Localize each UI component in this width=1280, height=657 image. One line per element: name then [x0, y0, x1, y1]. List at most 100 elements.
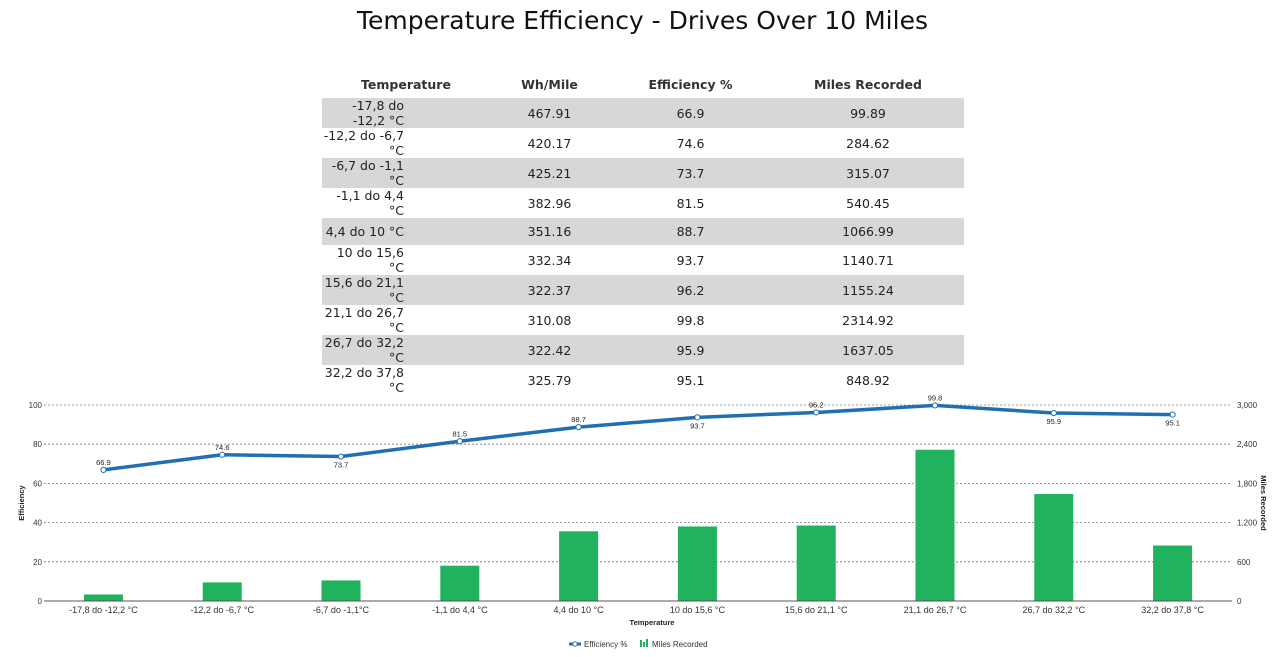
cell-efficiency: 73.7	[609, 158, 772, 188]
cell-wh-mile: 467.91	[490, 98, 609, 128]
cell-wh-mile: 420.17	[527, 135, 572, 151]
cell-miles: 540.45	[846, 195, 890, 211]
x-tick-label: -12,2 do -6,7 °C	[190, 605, 254, 615]
legend-line-marker	[572, 641, 578, 647]
efficiency-point	[100, 466, 107, 473]
cell-miles: 1140.71	[842, 252, 894, 268]
efficiency-data-label: 88.7	[571, 415, 586, 424]
y-tick-label: 0	[38, 597, 43, 606]
column-header-temperature: Temperature	[361, 77, 451, 92]
table-row: 4,4 do 10 °C 351.16 88.7 1066.99	[322, 218, 964, 246]
cell-wh-mile: 325.79	[527, 372, 572, 388]
column-header-efficiency: Efficiency %	[648, 77, 733, 92]
x-tick-label: 21,1 do 26,7 °C	[904, 605, 967, 615]
bar-miles-recorded	[796, 525, 836, 601]
efficiency-data-label: 66.9	[96, 458, 111, 467]
cell-efficiency: 95.9	[609, 335, 772, 366]
table-row: 10 do 15,6 °C 332.34 93.7 1140.71	[322, 245, 964, 275]
cell-temperature: 4,4 do 10 °C	[322, 218, 490, 246]
cell-temperature: -17,8 do -12,2 °C	[322, 98, 490, 128]
cell-efficiency: 74.6	[676, 135, 705, 151]
cell-efficiency: 81.5	[676, 195, 705, 211]
cell-efficiency: 93.7	[676, 252, 705, 268]
table-row: -6,7 do -1,1 °C 425.21 73.7 315.07	[322, 158, 964, 188]
x-tick-label: 32,2 do 37,8 °C	[1141, 605, 1204, 615]
bar-miles-recorded	[915, 449, 955, 601]
y-tick-label: 40	[33, 519, 42, 528]
y-tick-label: 100	[29, 401, 43, 410]
efficiency-table: Temperature Wh/Mile Efficiency % Miles R…	[322, 71, 964, 395]
cell-efficiency: 99.8	[676, 312, 705, 328]
y-tick-label: 60	[33, 479, 42, 488]
cell-miles: 99.89	[772, 98, 964, 128]
cell-wh-mile: 310.08	[527, 312, 572, 328]
x-tick-label: 10 do 15,6 °C	[670, 605, 726, 615]
bar-miles-recorded	[321, 580, 361, 601]
table-row: 26,7 do 32,2 °C 322.42 95.9 1637.05	[322, 335, 964, 366]
efficiency-point	[931, 402, 939, 409]
bar-miles-recorded	[440, 565, 480, 601]
table-row: 21,1 do 26,7 °C 310.08 99.8 2314.92	[322, 305, 964, 335]
legend-bar-swatch	[643, 642, 645, 647]
efficiency-data-label: 95.9	[1046, 417, 1061, 426]
y2-tick-label: 1,200	[1237, 519, 1258, 528]
x-tick-label: -6,7 do -1,1°C	[313, 605, 370, 615]
bar-miles-recorded	[1034, 494, 1074, 601]
table-header-row: Temperature Wh/Mile Efficiency % Miles R…	[322, 71, 964, 98]
y2-tick-label: 2,400	[1237, 440, 1258, 449]
cell-temperature: 32,2 do 37,8 °C	[324, 365, 404, 396]
x-axis-title: Temperature	[630, 618, 675, 627]
cell-temperature: 15,6 do 21,1 °C	[322, 275, 490, 306]
cell-miles: 1066.99	[772, 218, 964, 246]
efficiency-data-label: 96.2	[809, 400, 824, 409]
efficiency-data-label: 81.5	[452, 429, 467, 438]
cell-efficiency: 96.2	[609, 275, 772, 306]
legend-bar-swatch	[646, 639, 648, 647]
cell-efficiency: 88.7	[609, 218, 772, 246]
table-row: 32,2 do 37,8 °C 325.79 95.1 848.92	[322, 365, 964, 395]
cell-temperature: 26,7 do 32,2 °C	[322, 335, 490, 366]
legend-bar-swatch	[640, 640, 642, 647]
cell-wh-mile: 322.37	[490, 275, 609, 306]
cell-temperature: 21,1 do 26,7 °C	[324, 305, 404, 336]
x-tick-label: 26,7 do 32,2 °C	[1022, 605, 1085, 615]
x-tick-label: -17,8 do -12,2 °C	[69, 605, 138, 615]
bar-miles-recorded	[1153, 545, 1193, 601]
y-axis-title: Efficiency	[17, 484, 26, 520]
cell-wh-mile: 351.16	[490, 218, 609, 246]
y2-tick-label: 0	[1237, 597, 1242, 606]
cell-temperature: 10 do 15,6 °C	[336, 245, 404, 276]
cell-efficiency: 66.9	[609, 98, 772, 128]
efficiency-data-label: 73.7	[334, 461, 349, 470]
cell-efficiency: 95.1	[676, 372, 705, 388]
legend-label-efficiency: Efficiency %	[584, 640, 627, 649]
y2-tick-label: 3,000	[1237, 401, 1258, 410]
column-header-wh-mile: Wh/Mile	[521, 77, 578, 92]
table-row: -12,2 do -6,7 °C 420.17 74.6 284.62	[322, 128, 964, 158]
efficiency-point	[219, 451, 226, 458]
cell-miles: 2314.92	[842, 312, 894, 328]
bar-miles-recorded	[559, 531, 599, 601]
efficiency-data-label: 74.6	[215, 443, 230, 452]
cell-wh-mile: 322.42	[490, 335, 609, 366]
y-tick-label: 20	[33, 558, 42, 567]
efficiency-line	[103, 403, 1173, 472]
cell-miles: 284.62	[846, 135, 890, 151]
cell-miles: 1637.05	[772, 335, 964, 366]
cell-miles: 315.07	[772, 158, 964, 188]
efficiency-point	[575, 424, 582, 431]
cell-wh-mile: 332.34	[527, 252, 572, 268]
cell-temperature: -6,7 do -1,1 °C	[322, 158, 490, 188]
efficiency-point	[456, 438, 463, 445]
efficiency-data-label: 95.1	[1165, 419, 1180, 428]
y2-tick-label: 600	[1237, 558, 1251, 567]
efficiency-point	[1169, 411, 1176, 418]
cell-temperature: -1,1 do 4,4 °C	[336, 188, 404, 218]
x-tick-label: 15,6 do 21,1 °C	[785, 605, 848, 615]
efficiency-point	[694, 414, 701, 421]
cell-miles: 848.92	[846, 372, 890, 388]
y2-axis-title: Miles Recorded	[1259, 475, 1268, 531]
y-tick-label: 80	[33, 440, 42, 449]
y2-tick-label: 1,800	[1237, 479, 1258, 488]
cell-wh-mile: 382.96	[527, 195, 572, 211]
